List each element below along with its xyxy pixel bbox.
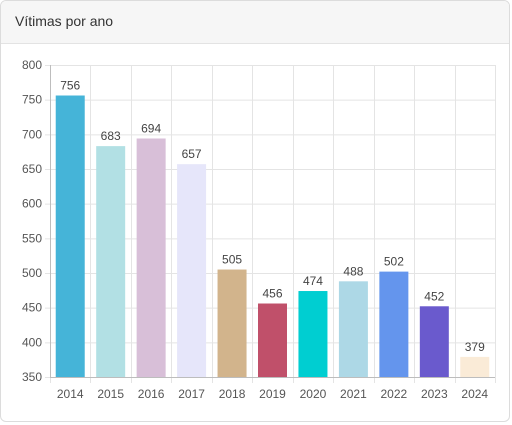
data-label: 657 — [182, 147, 202, 161]
data-label: 756 — [60, 79, 80, 93]
x-tick-label: 2017 — [178, 387, 205, 401]
x-tick-label: 2024 — [461, 387, 488, 401]
x-tick-label: 2016 — [138, 387, 165, 401]
y-tick-label: 700 — [22, 127, 42, 141]
x-tick-label: 2014 — [57, 387, 84, 401]
y-tick-label: 450 — [22, 301, 42, 315]
y-tick-label: 600 — [22, 197, 42, 211]
data-label: 502 — [384, 255, 404, 269]
data-label: 452 — [424, 289, 444, 303]
y-tick-label: 550 — [22, 231, 42, 245]
card-header: Vítimas por ano — [1, 1, 509, 44]
x-tick-label: 2022 — [381, 387, 408, 401]
y-tick-label: 750 — [22, 93, 42, 107]
x-tick-label: 2021 — [340, 387, 367, 401]
x-tick-label: 2019 — [259, 387, 286, 401]
y-tick-label: 400 — [22, 335, 42, 349]
x-tick-label: 2020 — [300, 387, 327, 401]
bar — [338, 281, 368, 377]
bar — [55, 95, 85, 378]
bar — [136, 138, 166, 377]
data-label: 474 — [303, 274, 323, 288]
bar — [258, 303, 287, 377]
data-label: 694 — [141, 121, 161, 135]
data-label: 488 — [343, 264, 363, 278]
data-label: 379 — [465, 340, 485, 354]
bar — [379, 271, 409, 377]
y-tick-label: 500 — [22, 266, 42, 280]
y-tick-label: 650 — [22, 162, 42, 176]
bar — [217, 269, 247, 377]
data-label: 683 — [101, 129, 121, 143]
x-tick-label: 2015 — [97, 387, 124, 401]
data-label: 505 — [222, 253, 242, 267]
card-title: Vítimas por ano — [15, 13, 114, 29]
bar — [177, 164, 207, 377]
y-tick-label: 350 — [22, 370, 42, 384]
data-label: 456 — [262, 287, 282, 301]
bar — [96, 146, 126, 377]
x-tick-label: 2018 — [219, 387, 246, 401]
bar — [298, 291, 328, 377]
y-tick-label: 800 — [22, 58, 42, 72]
bar — [460, 356, 490, 377]
bar — [419, 306, 449, 377]
x-tick-label: 2023 — [421, 387, 448, 401]
